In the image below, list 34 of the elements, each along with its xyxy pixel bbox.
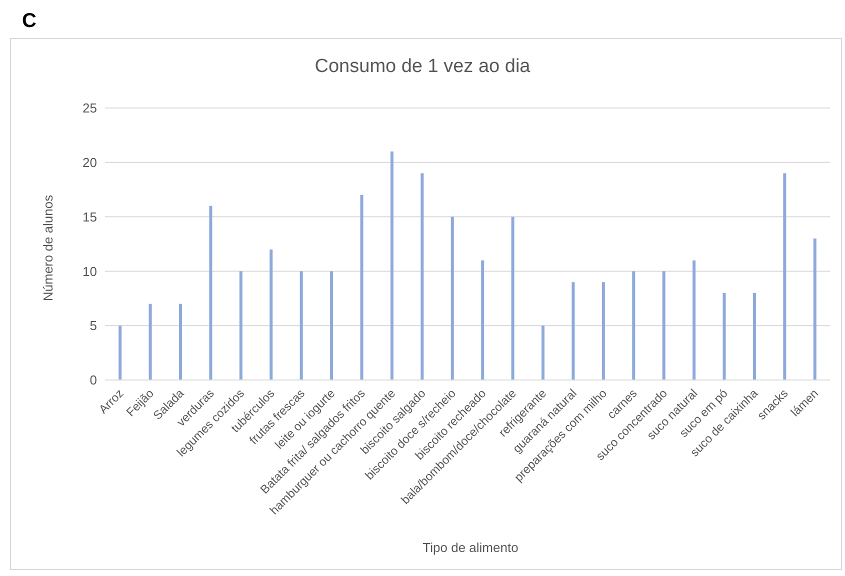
bar <box>632 271 636 380</box>
y-axis-title: Número de alunos <box>40 194 56 302</box>
bar <box>602 282 605 380</box>
y-tick-label: 5 <box>90 318 97 334</box>
bar <box>390 152 394 380</box>
bar <box>179 304 182 380</box>
bar <box>148 304 152 380</box>
bar <box>330 271 334 380</box>
bar <box>572 282 575 380</box>
bar <box>692 260 696 380</box>
y-tick-label: 20 <box>82 155 97 170</box>
y-tick-label: 25 <box>82 100 97 116</box>
y-tick-label: 10 <box>82 264 97 279</box>
bar <box>209 206 212 380</box>
bar <box>511 216 514 380</box>
x-axis-title: Tipo de alimento <box>422 540 520 555</box>
bar <box>752 292 756 380</box>
bar <box>481 260 484 380</box>
bar <box>813 238 816 380</box>
chart-title: Consumo de 1 vez ao dia <box>314 56 532 78</box>
bar <box>360 195 364 380</box>
bar <box>450 216 454 380</box>
bar <box>542 326 545 380</box>
bar <box>239 271 242 380</box>
bar <box>118 326 122 380</box>
y-tick-label: 15 <box>82 209 97 224</box>
bar <box>662 271 666 380</box>
text: C <box>22 10 36 33</box>
bar <box>270 249 273 380</box>
bar <box>783 173 786 380</box>
bar <box>722 292 726 380</box>
bar <box>420 173 424 380</box>
y-tick-label: 0 <box>90 372 97 388</box>
bar <box>300 271 303 380</box>
